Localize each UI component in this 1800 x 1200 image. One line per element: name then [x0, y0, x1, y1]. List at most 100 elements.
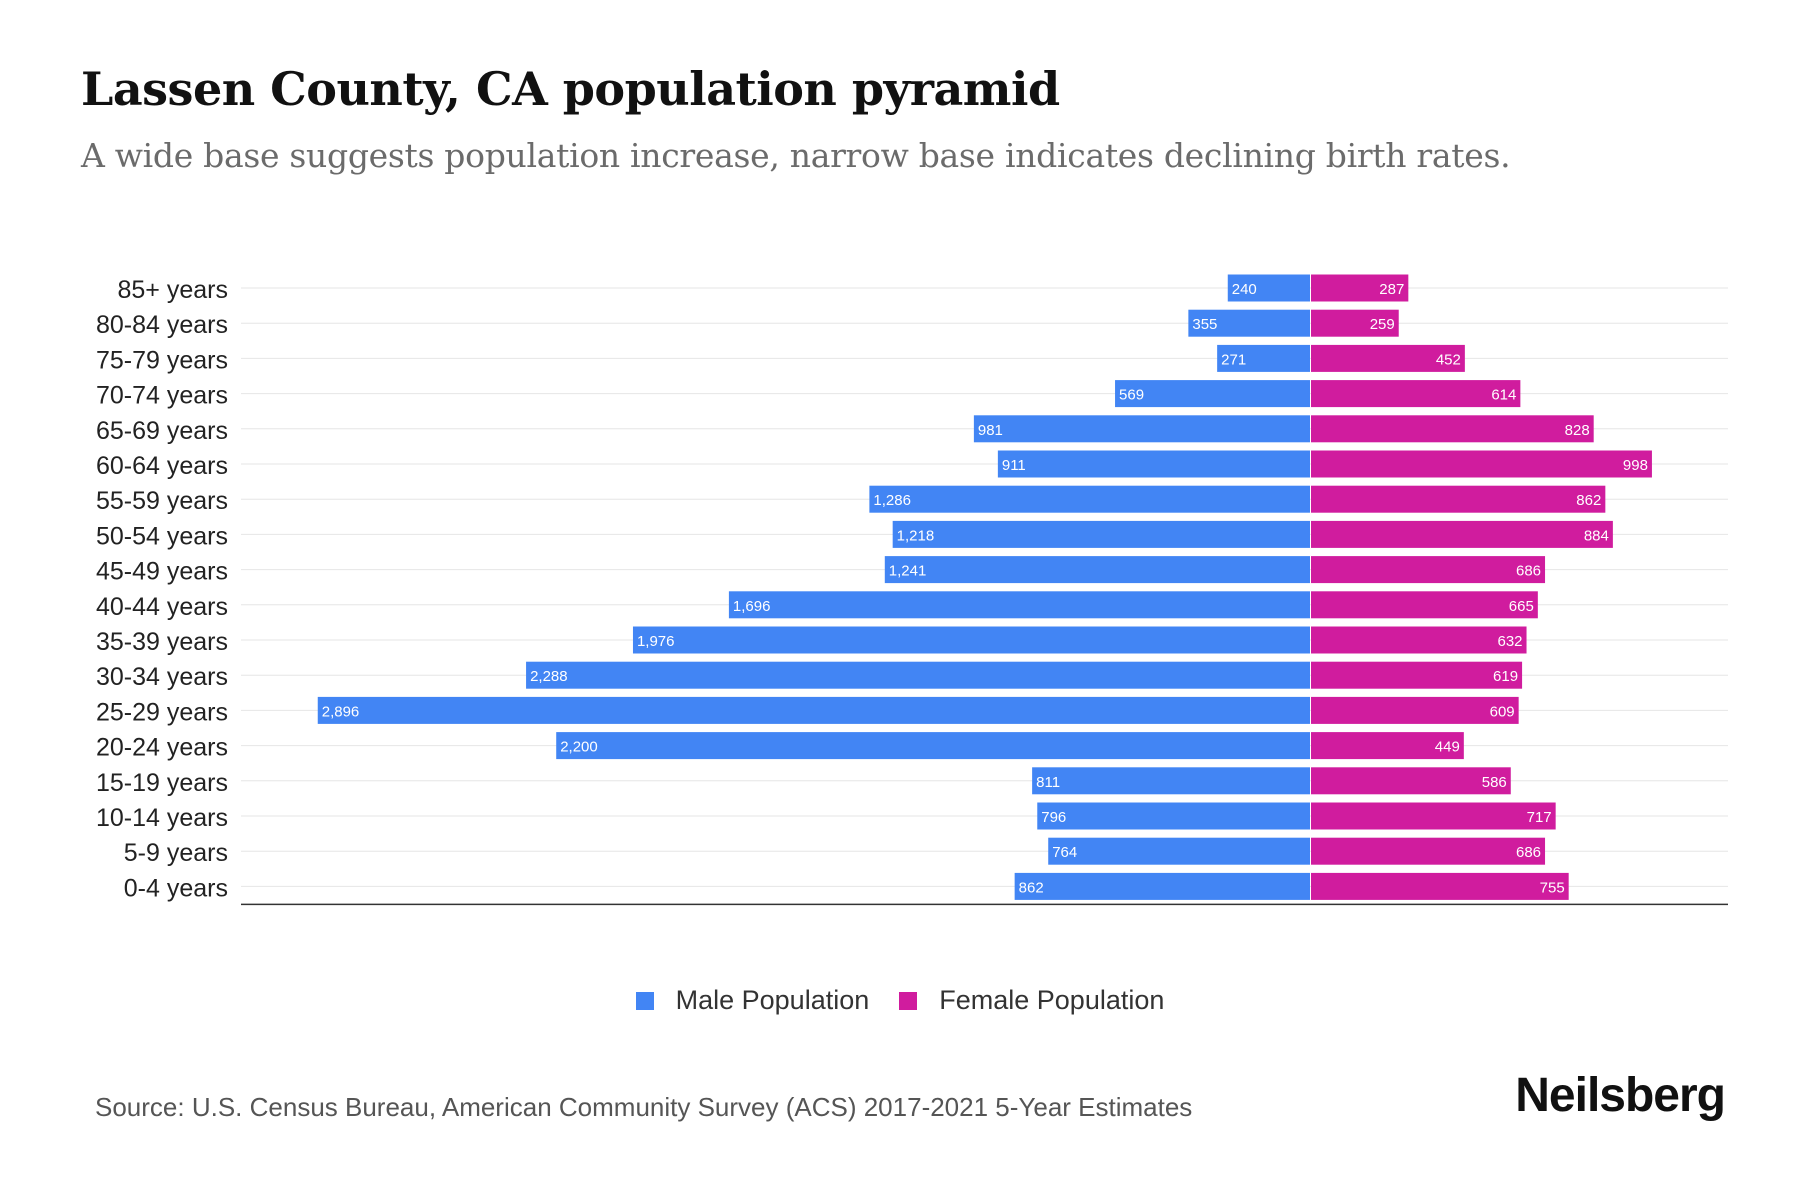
data-label-female: 287: [1379, 281, 1404, 298]
bar-female: [1310, 344, 1465, 372]
data-label-female: 614: [1491, 387, 1516, 404]
source-note: Source: U.S. Census Bureau, American Com…: [95, 1092, 1193, 1122]
category-label: 80-84 years: [96, 311, 228, 339]
bar-male: [1227, 274, 1310, 302]
data-label-male: 981: [978, 422, 1003, 439]
bar-female: [1310, 802, 1556, 830]
bar-male: [1048, 837, 1310, 865]
bar-female: [1310, 837, 1546, 865]
data-label-female: 609: [1490, 703, 1515, 720]
bar-female: [1310, 696, 1519, 724]
data-label-female: 632: [1498, 633, 1523, 650]
category-label: 15-19 years: [96, 769, 228, 797]
bar-male: [869, 485, 1310, 513]
category-label: 40-44 years: [96, 593, 228, 621]
bar-female: [1310, 309, 1399, 337]
legend-label-female: Female Population: [939, 985, 1165, 1015]
category-label: 10-14 years: [96, 804, 228, 832]
legend-swatch-female: [899, 991, 918, 1010]
data-label-female: 449: [1435, 739, 1460, 756]
data-label-female: 755: [1540, 879, 1565, 896]
legend-label-male: Male Population: [675, 985, 870, 1015]
data-label-male: 1,696: [733, 598, 771, 615]
data-label-male: 2,896: [322, 703, 360, 720]
population-pyramid-chart: 85+ years 240 287 80-84 years 355 259 75-79 ye…: [96, 274, 1728, 906]
data-label-male: 1,286: [873, 492, 911, 509]
bar-female: [1310, 661, 1523, 689]
category-label: 45-49 years: [96, 558, 228, 586]
bar-male: [973, 415, 1310, 443]
category-label: 0-4 years: [124, 874, 228, 902]
data-label-male: 1,241: [889, 563, 927, 580]
data-label-female: 452: [1436, 351, 1461, 368]
data-label-male: 1,218: [897, 527, 935, 544]
category-label: 30-34 years: [96, 663, 228, 691]
data-label-female: 717: [1527, 809, 1552, 826]
data-label-female: 686: [1516, 563, 1541, 580]
data-label-female: 259: [1370, 316, 1395, 333]
category-label: 35-39 years: [96, 628, 228, 656]
data-label-male: 355: [1192, 316, 1217, 333]
bar-male: [1037, 802, 1310, 830]
category-label: 20-24 years: [96, 734, 228, 762]
data-label-male: 911: [1002, 457, 1026, 474]
bar-female: [1310, 556, 1546, 584]
data-label-male: 811: [1036, 774, 1060, 791]
category-label: 25-29 years: [96, 698, 228, 726]
bar-male: [1032, 767, 1310, 795]
bar-female: [1310, 380, 1521, 408]
bar-female: [1310, 872, 1569, 900]
data-label-male: 2,200: [560, 739, 598, 756]
bar-male: [1014, 872, 1310, 900]
legend-item-male[interactable]: Male Population: [635, 985, 870, 1016]
data-label-female: 828: [1565, 422, 1590, 439]
category-label: 50-54 years: [96, 522, 228, 550]
bar-female: [1310, 274, 1409, 302]
bar-male: [728, 591, 1310, 619]
data-label-male: 569: [1119, 387, 1144, 404]
data-label-female: 619: [1493, 668, 1518, 685]
bar-male: [556, 732, 1310, 760]
bar-female: [1310, 485, 1606, 513]
category-label: 70-74 years: [96, 382, 228, 410]
data-label-male: 240: [1232, 281, 1257, 298]
bar-male: [1115, 380, 1310, 408]
data-label-male: 2,288: [530, 668, 568, 685]
chart-title: Lassen County, CA population pyramid: [81, 62, 1060, 116]
category-label: 5-9 years: [124, 839, 228, 867]
brand-logo: Neilsberg: [1515, 1069, 1726, 1122]
bar-male: [632, 626, 1310, 654]
data-label-male: 862: [1019, 879, 1044, 896]
data-label-male: 271: [1221, 351, 1246, 368]
bar-male: [1217, 344, 1310, 372]
category-label: 75-79 years: [96, 346, 228, 374]
legend-swatch-male: [635, 991, 654, 1010]
chart-subtitle: A wide base suggests population increase…: [81, 136, 1511, 175]
bar-female: [1310, 450, 1652, 478]
bar-female: [1310, 520, 1613, 548]
bar-male: [892, 520, 1310, 548]
data-label-female: 586: [1482, 774, 1507, 791]
bar-male: [997, 450, 1310, 478]
bar-male: [317, 696, 1310, 724]
data-label-female: 884: [1584, 527, 1609, 544]
category-label: 65-69 years: [96, 417, 228, 445]
chart-legend: Male Population Female Population: [0, 985, 1800, 1016]
data-label-female: 665: [1509, 598, 1534, 615]
data-label-female: 998: [1623, 457, 1648, 474]
category-label: 60-64 years: [96, 452, 228, 480]
category-label: 85+ years: [118, 276, 229, 304]
data-label-female: 862: [1576, 492, 1601, 509]
bar-female: [1310, 415, 1594, 443]
bar-male: [526, 661, 1310, 689]
bar-female: [1310, 626, 1527, 654]
bar-male: [884, 556, 1310, 584]
data-label-male: 1,976: [637, 633, 675, 650]
legend-item-female[interactable]: Female Population: [899, 985, 1164, 1016]
bar-female: [1310, 732, 1464, 760]
data-label-male: 764: [1052, 844, 1077, 861]
data-label-male: 796: [1041, 809, 1066, 826]
bar-male: [1188, 309, 1310, 337]
bar-female: [1310, 767, 1511, 795]
data-label-female: 686: [1516, 844, 1541, 861]
